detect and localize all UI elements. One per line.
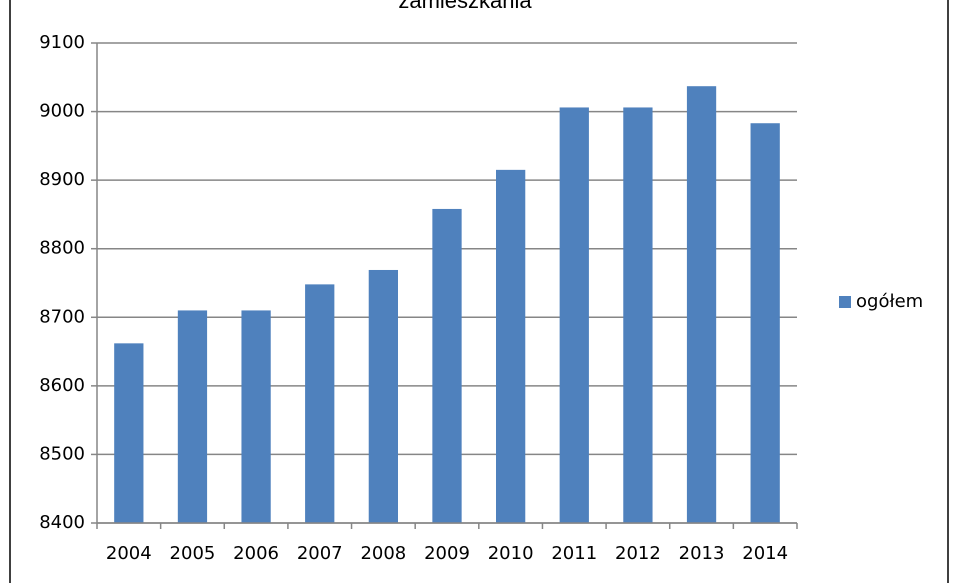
x-tick-label: 2006 bbox=[233, 543, 279, 564]
x-tick-label: 2011 bbox=[551, 543, 597, 564]
x-tick-label: 2005 bbox=[170, 543, 216, 564]
x-tick-label: 2004 bbox=[106, 543, 152, 564]
chart-frame bbox=[9, 0, 949, 583]
y-tick-label: 9000 bbox=[39, 101, 85, 122]
legend-marker bbox=[839, 296, 851, 308]
y-tick-label: 8700 bbox=[39, 306, 85, 327]
bar bbox=[432, 208, 462, 523]
legend-label: ogółem bbox=[856, 291, 923, 312]
x-tick-label: 2007 bbox=[297, 543, 343, 564]
y-tick-label: 8500 bbox=[39, 443, 85, 464]
bar bbox=[368, 269, 398, 523]
x-tick-label: 2008 bbox=[360, 543, 406, 564]
bar bbox=[750, 123, 780, 523]
y-tick-label: 8800 bbox=[39, 238, 85, 259]
bar bbox=[305, 284, 335, 523]
bar bbox=[623, 107, 653, 523]
y-tick-label: 9100 bbox=[39, 32, 85, 53]
bar bbox=[559, 107, 589, 523]
bar bbox=[496, 169, 526, 523]
y-tick-label: 8600 bbox=[39, 375, 85, 396]
bar bbox=[114, 343, 144, 523]
y-tick-label: 8400 bbox=[39, 512, 85, 533]
x-tick-label: 2010 bbox=[488, 543, 534, 564]
bar bbox=[686, 86, 717, 523]
x-tick-label: 2013 bbox=[679, 543, 725, 564]
x-tick-label: 2014 bbox=[742, 543, 788, 564]
y-tick-label: 8900 bbox=[39, 169, 85, 190]
chart-title: zamieszkania bbox=[398, 0, 532, 13]
bar bbox=[177, 310, 208, 523]
x-tick-label: 2009 bbox=[424, 543, 470, 564]
x-tick-label: 2012 bbox=[615, 543, 661, 564]
bar bbox=[241, 310, 271, 523]
